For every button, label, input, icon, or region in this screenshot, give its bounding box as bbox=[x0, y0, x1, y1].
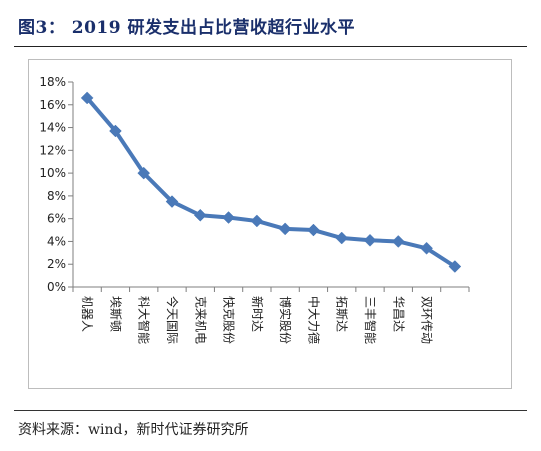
source-note: 资料来源：wind，新时代证券研究所 bbox=[18, 422, 249, 438]
data-point-marker bbox=[420, 241, 433, 255]
x-tick-label: 今天国际 bbox=[165, 296, 180, 344]
x-axis: 机器人 埃斯顿 科大智能 今天国际 克来机电 快克股份 新时达 博实股份 中大力德 拓斯达 三丰智能… bbox=[72, 286, 470, 344]
x-tick-label: 埃斯顿 bbox=[108, 296, 122, 332]
x-tick-label: 博实股份 bbox=[278, 296, 293, 344]
data-point-marker bbox=[391, 235, 405, 248]
x-tick-label: 双环传动 bbox=[420, 296, 435, 344]
x-tick-label: 三丰智能 bbox=[363, 296, 378, 344]
y-tick-label: 14% bbox=[39, 121, 66, 135]
y-tick-label: 2% bbox=[47, 257, 66, 271]
source-divider bbox=[14, 410, 527, 411]
title-divider bbox=[14, 46, 527, 47]
data-point-marker bbox=[193, 208, 207, 222]
y-tick-label: 12% bbox=[39, 143, 66, 157]
y-tick-label: 0% bbox=[47, 280, 66, 294]
x-tick-label: 华昌达 bbox=[391, 296, 405, 332]
y-tick-label: 18% bbox=[39, 75, 66, 89]
data-point-marker bbox=[335, 231, 349, 245]
y-tick-label: 16% bbox=[39, 98, 66, 112]
data-point-marker bbox=[250, 214, 264, 228]
figure-title-bar: 图3： 2019 研发支出占比营收超行业水平 bbox=[14, 6, 527, 42]
data-point-marker bbox=[80, 91, 94, 105]
data-point-marker bbox=[307, 223, 320, 237]
x-tick-label: 机器人 bbox=[80, 296, 94, 332]
data-point-marker bbox=[137, 166, 151, 180]
data-point-marker bbox=[165, 195, 179, 208]
x-tick-label: 克来机电 bbox=[193, 296, 207, 344]
chart-frame: 0% 2% 4% 6% 8% 10% 12% 14% 16% 18% 机器人 埃斯顿 科大智能 今天国际… bbox=[28, 59, 512, 389]
y-tick-label: 4% bbox=[47, 234, 66, 248]
x-tick-label: 中大力德 bbox=[306, 296, 321, 344]
data-point-marker bbox=[278, 222, 292, 236]
y-tick-label: 6% bbox=[47, 212, 66, 226]
data-point-marker bbox=[448, 260, 462, 273]
y-axis: 0% 2% 4% 6% 8% 10% 12% 14% 16% 18% bbox=[39, 75, 74, 294]
y-tick-label: 10% bbox=[39, 166, 66, 180]
series-group bbox=[80, 91, 462, 273]
data-point-marker bbox=[222, 211, 235, 224]
x-tick-label: 拓斯达 bbox=[335, 296, 349, 332]
y-tick-label: 8% bbox=[47, 189, 66, 203]
data-point-marker bbox=[363, 233, 377, 247]
data-point-marker bbox=[109, 124, 122, 138]
line-chart: 0% 2% 4% 6% 8% 10% 12% 14% 16% 18% 机器人 埃斯顿 科大智能 今天国际… bbox=[39, 75, 470, 344]
x-tick-label: 科大智能 bbox=[137, 296, 152, 344]
x-tick-label: 快克股份 bbox=[222, 296, 236, 344]
figure-title: 图3： 2019 研发支出占比营收超行业水平 bbox=[18, 18, 355, 38]
x-tick-label: 新时达 bbox=[250, 296, 265, 332]
